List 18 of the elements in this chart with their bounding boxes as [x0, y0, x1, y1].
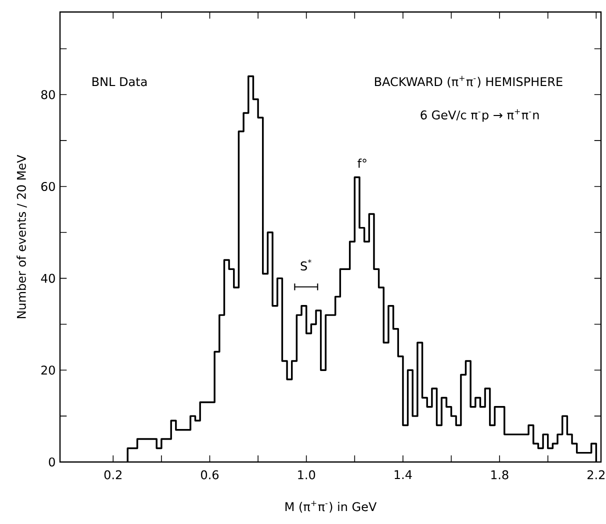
x-axis-title: M (π$^{+}$π$^{-}$) in GeV [285, 500, 377, 513]
y-tick-label: 0 [48, 457, 55, 467]
x-tick-label: 2.2 [588, 470, 605, 480]
y-tick-label: 60 [41, 182, 55, 192]
annotation: f° [358, 158, 366, 168]
annotation: BACKWARD (π$^{+}$π$^{-}$) HEMISPHERE [374, 76, 562, 88]
annotation: 6 GeV/c π$^{-}$p → π$^{+}$π$^{-}$n [420, 109, 539, 122]
y-tick-label: 20 [41, 366, 55, 375]
x-tick-label: 0.6 [201, 470, 219, 480]
annotation: BNL Data [92, 77, 147, 86]
y-tick-label: 40 [41, 274, 55, 283]
y-tick-label: 80 [41, 90, 55, 100]
x-tick-label: 1.4 [394, 470, 412, 479]
annotation: S$^{*}$ [300, 259, 312, 270]
x-tick-label: 1.8 [491, 470, 508, 480]
x-tick-label: 1.0 [298, 470, 316, 480]
y-axis-title: Number of events / 20 MeV [16, 154, 27, 318]
x-tick-label: 0.2 [104, 470, 122, 480]
